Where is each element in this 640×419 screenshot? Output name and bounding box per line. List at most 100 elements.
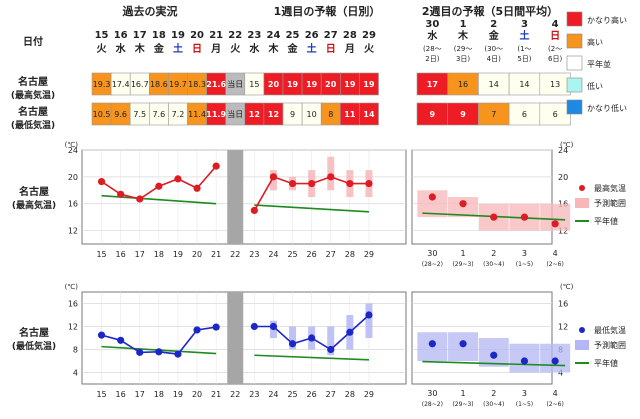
max-unit-right: (℃): [560, 141, 574, 149]
max-xtick-day: 27: [326, 250, 336, 259]
min-row-cell-value: 10.5: [93, 110, 111, 119]
period-range-start: (30～: [484, 45, 503, 53]
min-forecast-point: [365, 311, 373, 319]
day-number: 18: [152, 30, 166, 41]
min-xtick-day: 24: [268, 390, 278, 399]
day-number: 25: [286, 30, 300, 41]
day-number: 24: [266, 30, 280, 41]
min-row-cell-value: 12: [249, 110, 260, 119]
max-period-point: [520, 213, 529, 221]
min-row-period-value: 6: [553, 110, 558, 119]
max-observed-point: [97, 177, 106, 186]
max-ytick-left: 16: [68, 200, 78, 209]
max-row-cell-value: 19.3: [93, 80, 111, 89]
max-legend-point-icon: [579, 185, 585, 191]
min-xtick-period: 1: [461, 389, 466, 398]
min-xtick-day: 17: [135, 390, 145, 399]
max-today-band: [227, 150, 244, 244]
min-chart-subtitle: (最低気温): [12, 340, 56, 352]
period-range-end: 6日): [548, 55, 562, 63]
max-period-point: [490, 213, 498, 221]
min-forecast-range-bar: [365, 303, 373, 338]
max-forecast-point: [327, 173, 335, 181]
header-week2: 2週目の予報（5日間平均）: [422, 4, 558, 18]
min-period-point: [490, 351, 498, 359]
max-xtick-day: 15: [96, 250, 106, 259]
min-xtick-period: 2: [491, 389, 496, 398]
min-forecast-point: [269, 322, 278, 331]
min-row-cell-value: 7.5: [133, 110, 146, 119]
min-unit-left: (℃): [65, 283, 79, 291]
max-row-cell-value: 19.7: [169, 80, 187, 89]
legend-swatch: [566, 33, 583, 49]
legend-label: 平年並: [587, 59, 611, 69]
max-row-period-value: 16: [458, 80, 468, 89]
min-ytick-right: 4: [558, 369, 563, 378]
max-ytick-left: 12: [68, 227, 78, 236]
max-row-cell-value: 当日: [227, 79, 243, 89]
min-forecast-point: [288, 340, 297, 348]
min-row-sublabel: (最低気温): [11, 119, 55, 131]
max-row-period-value: 13: [550, 80, 560, 89]
max-xtick-day: 26: [307, 250, 317, 259]
max-ytick-right: 20: [558, 173, 568, 182]
max-xtick-day: 18: [154, 250, 164, 259]
min-observed-point: [174, 350, 182, 358]
min-xtick-period-range: (2~6): [546, 401, 563, 408]
min-observed-point: [155, 348, 163, 356]
day-weekday: 火: [230, 43, 241, 55]
max-legend-range-icon: [575, 198, 589, 208]
day-number: 22: [228, 30, 242, 41]
min-row-cell-value: 12: [268, 110, 279, 119]
min-period-point: [520, 357, 529, 365]
max-xtick-day: 19: [173, 250, 183, 259]
max-xtick-day: 16: [116, 250, 126, 259]
max-forecast-point: [250, 206, 258, 215]
min-row-cell-value: 9.6: [114, 110, 127, 119]
max-period-point: [459, 200, 467, 208]
max-row-cell-value: 18.3: [188, 80, 206, 89]
min-xtick-period-range: (29~3): [452, 401, 473, 408]
max-xtick-period: 3: [522, 249, 527, 258]
min-row-period-value: 9: [460, 110, 466, 119]
legend-label: かなり高い: [587, 15, 627, 25]
legend-label: かなり低い: [587, 103, 627, 113]
legend-swatch: [566, 11, 583, 27]
max-xtick-day: 28: [345, 250, 355, 259]
min-xtick-day: 23: [249, 390, 259, 399]
min-xtick-period: 4: [553, 389, 558, 398]
max-xtick-period: 2: [491, 249, 496, 258]
day-weekday: 火: [97, 43, 108, 55]
max-xtick-period: 4: [553, 249, 558, 258]
day-number: 15: [95, 30, 109, 41]
period-weekday: 水: [426, 29, 438, 42]
day-number: 28: [343, 30, 357, 41]
max-row-cell-value: 18.6: [150, 80, 168, 89]
min-xtick-day: 27: [326, 390, 336, 399]
min-period-point: [428, 340, 436, 348]
day-weekday: 日: [192, 43, 202, 55]
day-weekday: 水: [248, 42, 260, 55]
max-legend-normal-label: 平年値: [594, 216, 618, 226]
max-row-cell-value: 19: [363, 80, 375, 89]
min-legend-range-icon: [575, 340, 589, 350]
min-row-cell-value: 7.6: [152, 110, 165, 119]
max-xtick-day: 23: [249, 250, 259, 259]
max-row-cell-value: 19: [306, 80, 318, 89]
min-xtick-day: 21: [211, 390, 221, 399]
period-range-start: (28～: [423, 45, 442, 53]
min-row-cell-value: 9: [290, 110, 295, 119]
max-observed-point: [155, 182, 163, 190]
max-row-period-value: 14: [519, 80, 529, 89]
min-row-cell-value: 11.4: [188, 110, 206, 119]
day-weekday: 水: [115, 42, 127, 55]
min-forecast-range-bar: [289, 326, 297, 350]
day-weekday: 金: [287, 42, 299, 55]
max-ytick-left: 20: [68, 173, 78, 182]
day-number: 29: [362, 30, 376, 41]
max-legend-range-label: 予測範囲: [594, 198, 626, 208]
min-unit-right: (℃): [560, 283, 574, 291]
min-row-cell-value: 11.9: [206, 110, 226, 119]
max-xtick-day: 20: [192, 250, 202, 259]
day-weekday: 月: [344, 43, 355, 55]
